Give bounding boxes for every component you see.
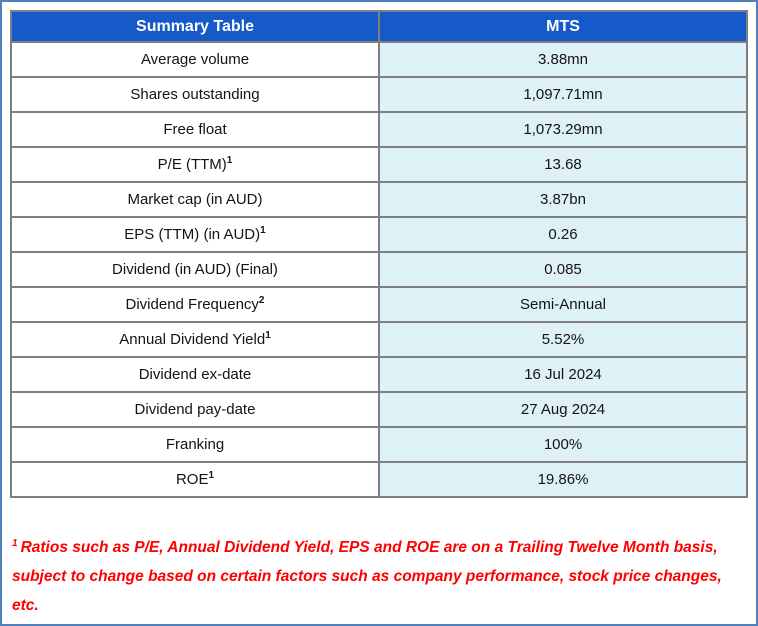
table-row: Free float 1,073.29mn bbox=[10, 111, 748, 148]
row-value-cell: 19.86% bbox=[378, 461, 748, 498]
row-value-cell: 5.52% bbox=[378, 321, 748, 358]
row-value-cell: 1,097.71mn bbox=[378, 76, 748, 113]
table-row: Dividend pay-date 27 Aug 2024 bbox=[10, 391, 748, 428]
header-summary-table: Summary Table bbox=[10, 10, 380, 43]
row-label-cell: Annual Dividend Yield1 bbox=[10, 321, 380, 358]
row-value-cell: 3.88mn bbox=[378, 41, 748, 78]
row-label-cell: Dividend ex-date bbox=[10, 356, 380, 393]
table-row: Dividend (in AUD) (Final) 0.085 bbox=[10, 251, 748, 288]
table-row: ROE1 19.86% bbox=[10, 461, 748, 498]
footnote-number: 1 bbox=[12, 537, 18, 549]
row-label-cell: Market cap (in AUD) bbox=[10, 181, 380, 218]
table-row: Dividend Frequency2 Semi-Annual bbox=[10, 286, 748, 323]
row-label: Average volume bbox=[140, 51, 250, 68]
table-row: EPS (TTM) (in AUD)1 0.26 bbox=[10, 216, 748, 253]
row-label-cell: ROE1 bbox=[10, 461, 380, 498]
row-label: P/E (TTM) bbox=[157, 156, 227, 173]
row-label: Annual Dividend Yield bbox=[119, 331, 266, 348]
row-label: Shares outstanding bbox=[130, 86, 260, 103]
row-value-cell: 1,073.29mn bbox=[378, 111, 748, 148]
row-label: Market cap (in AUD) bbox=[127, 191, 263, 208]
footnote-ref-marker: 2 bbox=[258, 295, 265, 306]
row-value-cell: 100% bbox=[378, 426, 748, 463]
row-label-cell: Dividend pay-date bbox=[10, 391, 380, 428]
row-label-cell: Average volume bbox=[10, 41, 380, 78]
table-row: Dividend ex-date 16 Jul 2024 bbox=[10, 356, 748, 393]
summary-table: Summary Table MTS Average volume 3.88mn Sh… bbox=[10, 10, 748, 498]
footnote-ref-marker: 1 bbox=[265, 330, 271, 341]
footnote-ref-marker: 1 bbox=[226, 155, 233, 166]
row-value-cell: 16 Jul 2024 bbox=[378, 356, 748, 393]
row-label: Dividend pay-date bbox=[134, 401, 256, 418]
footnote-ref-marker: 1 bbox=[260, 225, 266, 236]
row-value-cell: Semi-Annual bbox=[378, 286, 748, 323]
row-label-cell: Dividend Frequency2 bbox=[10, 286, 380, 323]
row-label-cell: Dividend (in AUD) (Final) bbox=[10, 251, 380, 288]
row-label: Free float bbox=[163, 121, 227, 138]
row-value-cell: 0.26 bbox=[378, 216, 748, 253]
row-label: Dividend ex-date bbox=[138, 366, 252, 383]
row-label-cell: Shares outstanding bbox=[10, 76, 380, 113]
header-mts: MTS bbox=[378, 10, 748, 43]
row-label: Dividend (in AUD) (Final) bbox=[112, 261, 278, 278]
row-label-cell: Franking bbox=[10, 426, 380, 463]
row-value-cell: 0.085 bbox=[378, 251, 748, 288]
row-value-cell: 3.87bn bbox=[378, 181, 748, 218]
table-row: Average volume 3.88mn bbox=[10, 41, 748, 78]
table-row: Shares outstanding 1,097.71mn bbox=[10, 76, 748, 113]
row-label: Dividend Frequency bbox=[125, 296, 259, 313]
table-header-row: Summary Table MTS bbox=[10, 10, 748, 43]
row-label: EPS (TTM) (in AUD) bbox=[124, 226, 261, 243]
row-label: Franking bbox=[165, 436, 225, 453]
row-label-cell: Free float bbox=[10, 111, 380, 148]
row-value-cell: 27 Aug 2024 bbox=[378, 391, 748, 428]
row-label-cell: EPS (TTM) (in AUD)1 bbox=[10, 216, 380, 253]
row-label: ROE bbox=[175, 471, 209, 488]
footnote-ref-marker: 1 bbox=[208, 470, 215, 481]
table-row: Market cap (in AUD) 3.87bn bbox=[10, 181, 748, 218]
row-label-cell: P/E (TTM)1 bbox=[10, 146, 380, 183]
table-row: Franking 100% bbox=[10, 426, 748, 463]
table-row: Annual Dividend Yield1 5.52% bbox=[10, 321, 748, 358]
footnote-text: Ratios such as P/E, Annual Dividend Yiel… bbox=[12, 539, 722, 614]
footnotes-section: 1 Ratios such as P/E, Annual Dividend Yie… bbox=[12, 533, 748, 624]
table-row: P/E (TTM)1 13.68 bbox=[10, 146, 748, 183]
row-value-cell: 13.68 bbox=[378, 146, 748, 183]
footnote: 1 Ratios such as P/E, Annual Dividend Yie… bbox=[12, 533, 748, 620]
